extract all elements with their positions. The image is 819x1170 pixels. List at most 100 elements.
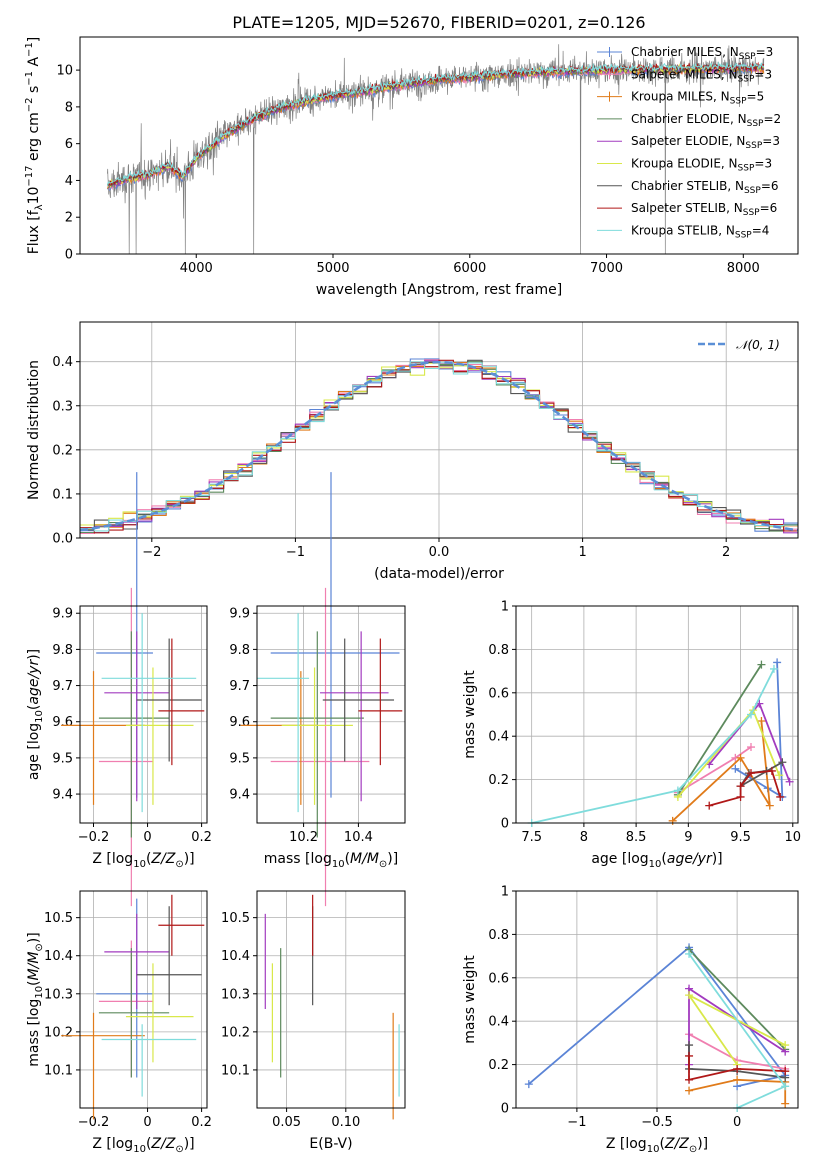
label-part: Z [log: [92, 851, 133, 867]
y-tick-label: 9.8: [229, 643, 250, 658]
x-axis-label: Z [log10(Z/Z⊙)]: [92, 1136, 194, 1155]
axes-frame: [515, 605, 799, 824]
legend-label: Kroupa MILES, NSSP=5: [631, 90, 764, 107]
sfh-marker: [685, 1075, 694, 1084]
sfh-marker: [765, 801, 774, 810]
x-tick-label: 0.10: [331, 1115, 360, 1130]
label-part: mass [log: [264, 851, 332, 867]
y-tick-label: 8: [65, 100, 73, 115]
axes-frame: [515, 890, 799, 1109]
sfh-marker: [747, 769, 755, 778]
legend-text: Kroupa STELIB, N: [631, 223, 735, 237]
x-tick-label: 0.2: [191, 830, 212, 845]
legend-sub: SSP: [744, 186, 761, 196]
y-tick-label: 10.3: [221, 987, 250, 1002]
label-part: −17: [24, 165, 35, 186]
label-part: Z/Z: [664, 1136, 689, 1152]
spectrum-model-salpeter_stelib: [106, 61, 765, 186]
label-part: Flux [f: [26, 209, 42, 254]
label-part: 10: [647, 1144, 660, 1155]
label-part: Z [log: [606, 1136, 647, 1152]
x-tick-label: 9.5: [730, 830, 751, 845]
y-tick-label: 9.5: [229, 751, 250, 766]
label-part: Z/Z: [150, 1136, 175, 1152]
sfh-marker: [781, 1067, 790, 1076]
panel-massweight_vs_age: 7.5 8 8.5 9 9.5 10 0 0.2 0.4 0.6 0.8 1: [488, 600, 801, 846]
y-tick-label: 0.2: [52, 443, 73, 458]
y-tick-label: 0.2: [488, 1058, 509, 1073]
panel-massweight_vs_Z: −1 −0.5 0 0 0.2 0.4 0.6 0.8 1: [488, 885, 799, 1130]
legend-count: =2: [763, 112, 781, 126]
label-part: ⊙: [175, 1144, 183, 1155]
label-part: (: [345, 851, 350, 867]
legend-count: =3: [754, 67, 772, 81]
panel-spectrum: 4000 5000 6000 7000 8000 0 2 4 6 8 10 Chabrier MILE…: [56, 36, 799, 276]
sfh-marker: [781, 1041, 790, 1050]
x-axis-label: wavelength [Angstrom, rest frame]: [316, 282, 562, 298]
y-tick-label: 10.3: [44, 987, 73, 1002]
label-part: (: [659, 1136, 664, 1152]
y-tick-label: 10.1: [44, 1063, 73, 1078]
sfh-marker: [685, 1051, 694, 1060]
x-tick-label: −0.5: [641, 1115, 673, 1130]
legend-label: Salpeter ELODIE, NSSP=3: [631, 134, 780, 151]
x-tick-label: 8.5: [626, 830, 647, 845]
label-part: E(B-V): [309, 1136, 352, 1152]
sfh-marker: [685, 1041, 694, 1050]
sfh-line-kroupa_miles: [688, 1078, 787, 1104]
legend-label: Chabrier STELIB, NSSP=6: [631, 179, 779, 196]
label-part: )]: [184, 851, 195, 867]
label-part: Z/Z: [150, 851, 175, 867]
legend-text: Salpeter STELIB, N: [631, 201, 743, 215]
x-axis-label: Z [log10(Z/Z⊙)]: [92, 851, 194, 870]
y-tick-label: 10: [56, 64, 73, 79]
x-tick-label: 6000: [453, 261, 486, 276]
label-part: Normed distribution: [26, 360, 42, 500]
x-axis-label: Z [log10(Z/Z⊙)]: [606, 1136, 708, 1155]
sfh-marker: [685, 949, 694, 958]
legend-text: Kroupa ELODIE, N: [631, 157, 738, 171]
legend-label: Kroupa ELODIE, NSSP=3: [631, 157, 772, 174]
sfh-marker: [733, 1064, 742, 1073]
axes-frame: [79, 890, 208, 1109]
legend-label: Salpeter STELIB, NSSP=6: [631, 201, 777, 218]
y-tick-label: 0.6: [488, 686, 509, 701]
label-part: )]: [184, 1136, 195, 1152]
label-part: mass weight: [462, 955, 478, 1044]
x-axis-label: age [log10(age/yr)]: [591, 851, 722, 870]
label-part: M/M: [350, 851, 379, 867]
y-tick-label: 10.4: [44, 949, 73, 964]
legend-text: Chabrier ELODIE, N: [631, 112, 747, 126]
label-part: )]: [26, 649, 42, 660]
y-axis-label: Flux [fλ10−17 erg cm−2 s−1 A−1]: [24, 37, 45, 255]
y-tick-label: 1: [501, 600, 509, 615]
legend-sub: SSP: [730, 97, 747, 107]
label-part: −1: [24, 42, 35, 57]
legend-label: Salpeter MILES, NSSP=3: [631, 67, 772, 84]
panel-mass_vs_Z: −0.2 0 0.2 10.1 10.2 10.3 10.4 10.5: [44, 890, 212, 1130]
y-tick-label: 1: [501, 885, 509, 900]
label-part: wavelength [Angstrom, rest frame]: [316, 282, 562, 298]
y-tick-label: 0.3: [52, 399, 73, 414]
y-tick-label: 10.2: [44, 1025, 73, 1040]
sfh-marker: [685, 1086, 694, 1095]
x-tick-label: −1: [286, 545, 305, 560]
label-part: M/M: [26, 952, 42, 981]
y-tick-label: 9.9: [229, 607, 250, 622]
label-part: ⊙: [34, 943, 45, 951]
y-tick-label: 10.4: [221, 949, 250, 964]
y-tick-label: 0: [501, 1102, 509, 1117]
x-tick-label: 10.4: [344, 830, 373, 845]
x-axis-label: mass [log10(M/M⊙)]: [264, 851, 398, 870]
legend-sub: SSP: [743, 208, 760, 218]
y-tick-label: 9.4: [229, 788, 250, 803]
y-axis-label: age [log10(age/yr)]: [26, 649, 45, 780]
y-tick-label: 2: [65, 211, 73, 226]
label-part: age/yr: [667, 851, 713, 867]
sfh-marker: [757, 717, 766, 726]
y-tick-label: 9.7: [52, 679, 73, 694]
y-tick-label: 0.4: [488, 1015, 509, 1030]
x-tick-label: −0.2: [78, 830, 110, 845]
figure-title: PLATE=1205, MJD=52670, FIBERID=0201, z=0…: [232, 13, 645, 32]
y-tick-label: 6: [65, 137, 73, 152]
